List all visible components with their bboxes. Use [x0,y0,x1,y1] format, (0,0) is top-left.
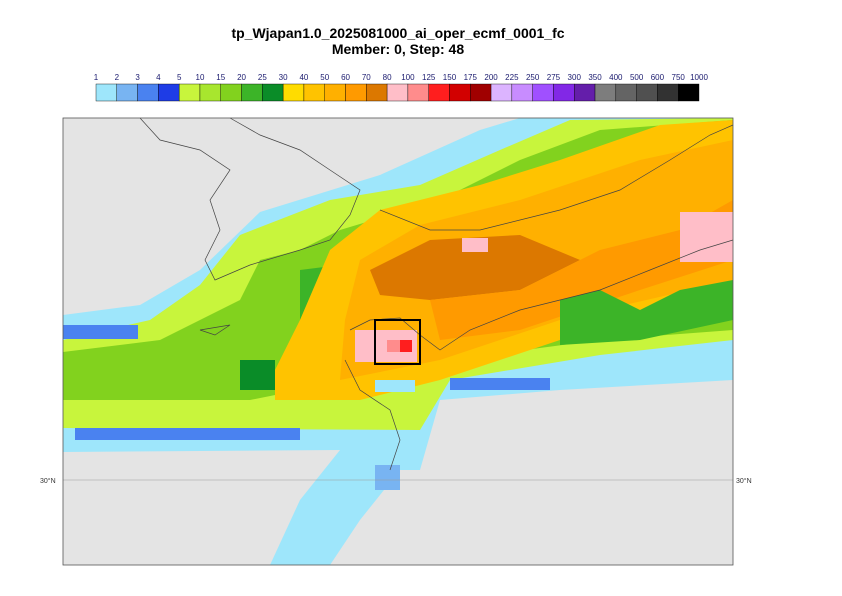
colorbar-box [158,83,180,102]
colorbar-box [553,83,575,102]
colorbar-label: 40 [299,73,308,82]
colorbar-label: 500 [630,73,644,82]
colorbar-label: 100 [401,73,415,82]
lat-label: 30°N [736,477,752,485]
colorbar-label: 200 [484,73,498,82]
colorbar-label: 1000 [690,73,708,82]
colorbar-box [282,83,305,102]
colorbar-box [345,83,367,102]
colorbar-box [199,83,221,102]
colorbar-box [490,83,513,102]
subtitle: Member: 0, Step: 48 [332,41,464,57]
colorbar-box [657,83,679,102]
colorbar-label: 600 [651,73,665,82]
colorbar-label: 15 [216,73,225,82]
colorbar-box [116,83,138,102]
colorbar-label: 80 [383,73,392,82]
colorbar-label: 175 [464,73,478,82]
colorbar-label: 70 [362,73,371,82]
colorbar-box [137,83,159,102]
colorbar-box [636,83,658,102]
colorbar-label: 20 [237,73,246,82]
colorbar-label: 1 [94,73,99,82]
colorbar-box [511,83,533,102]
colorbar-label: 5 [177,73,182,82]
colorbar-box [303,83,325,102]
colorbar-label: 225 [505,73,519,82]
precip-field [63,118,733,565]
lat-label: 30°N [40,477,56,485]
colorbar-box [366,83,388,102]
colorbar-box [386,83,409,102]
colorbar-label: 60 [341,73,350,82]
colorbar-label: 750 [672,73,686,82]
colorbar-label: 30 [279,73,288,82]
colorbar-box [262,83,284,102]
colorbar-box [324,83,346,102]
colorbar-box [615,83,637,102]
map: 30°N 30°N [40,117,752,566]
colorbar-label: 400 [609,73,623,82]
colorbar-label: 10 [196,73,205,82]
colorbar-box [574,83,596,102]
colorbar-box [594,83,617,102]
colorbar: 1 2 3 4 5 10 15 20 25 30 40 50 60 70 80 100 125 150 175 200… [94,73,708,102]
colorbar-box [241,83,263,102]
colorbar-label: 25 [258,73,267,82]
focus-box [374,319,421,365]
colorbar-label: 3 [135,73,140,82]
colorbar-box [407,83,429,102]
colorbar-box [95,83,117,102]
colorbar-box [449,83,471,102]
colorbar-label: 125 [422,73,436,82]
map-frame [62,117,734,566]
colorbar-box [428,83,450,102]
colorbar-label: 50 [320,73,329,82]
colorbar-label: 150 [443,73,457,82]
title: tp_Wjapan1.0_2025081000_ai_oper_ecmf_000… [231,25,564,41]
colorbar-box [678,83,700,102]
colorbar-label: 300 [568,73,582,82]
colorbar-box [178,83,201,102]
colorbar-box [470,83,492,102]
colorbar-box [532,83,554,102]
colorbar-label: 2 [115,73,120,82]
colorbar-label: 350 [588,73,602,82]
coastlines [139,117,734,471]
colorbar-label: 250 [526,73,540,82]
colorbar-label: 275 [547,73,561,82]
colorbar-label: 4 [156,73,161,82]
colorbar-box [220,83,242,102]
